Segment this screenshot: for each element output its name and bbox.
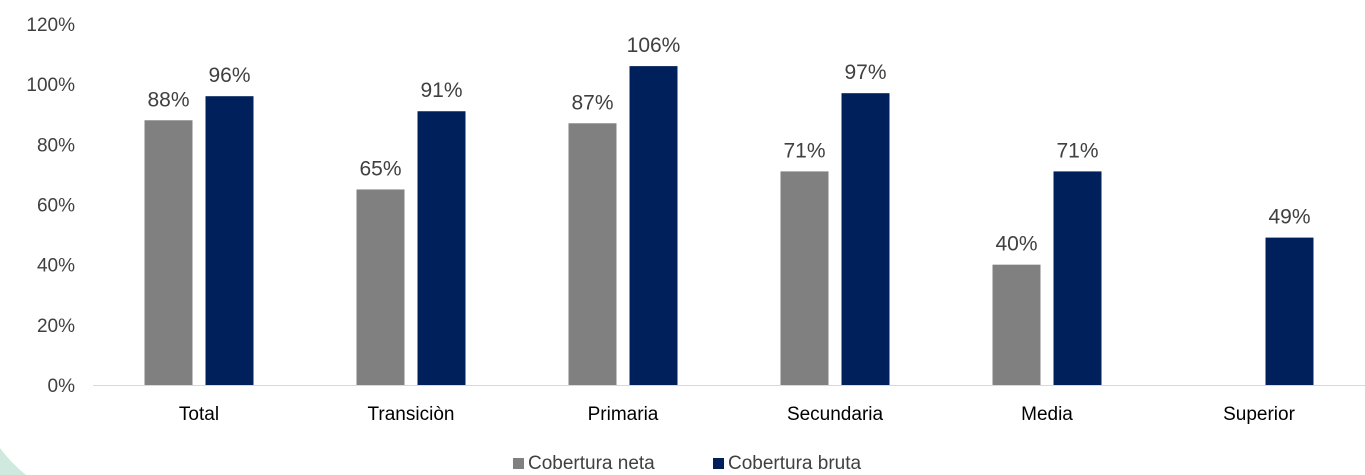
legend-label: Cobertura neta xyxy=(528,453,655,474)
x-category-label: Secundaria xyxy=(787,404,884,425)
legend-swatch xyxy=(513,458,524,469)
bar-cobertura-bruta xyxy=(629,66,678,385)
legend-label: Cobertura bruta xyxy=(728,453,862,474)
bar-cobertura-neta xyxy=(356,189,405,385)
bar-cobertura-bruta xyxy=(417,111,466,385)
y-axis-ticks: 0% 20% 40% 60% 80% 100% 120% xyxy=(26,15,75,397)
x-category-label: Transiciòn xyxy=(368,404,455,425)
bar-cobertura-bruta xyxy=(205,96,254,385)
data-label: 71% xyxy=(1056,139,1098,162)
y-tick-label: 100% xyxy=(26,75,75,96)
legend: Cobertura neta Cobertura bruta xyxy=(513,453,862,474)
legend-swatch xyxy=(713,458,724,469)
data-label: 40% xyxy=(995,233,1037,256)
data-label: 96% xyxy=(208,64,250,87)
x-category-label: Superior xyxy=(1223,404,1295,425)
x-axis-labels: Total Transiciòn Primaria Secundaria Media Su… xyxy=(179,404,1296,425)
data-label: 65% xyxy=(359,157,401,180)
bar-cobertura-bruta xyxy=(841,93,890,386)
data-label: 106% xyxy=(627,34,681,57)
y-tick-label: 80% xyxy=(37,135,75,156)
data-label: 71% xyxy=(783,139,825,162)
y-tick-label: 0% xyxy=(48,376,76,397)
data-label: 88% xyxy=(147,88,189,111)
y-tick-label: 40% xyxy=(37,256,75,277)
data-label: 49% xyxy=(1268,206,1310,229)
data-label: 91% xyxy=(420,79,462,102)
y-tick-label: 20% xyxy=(37,316,75,337)
x-category-label: Total xyxy=(179,404,219,425)
bar-cobertura-neta xyxy=(780,171,829,385)
x-category-label: Media xyxy=(1021,404,1073,425)
bar-series xyxy=(144,66,1314,386)
data-label: 87% xyxy=(571,91,613,114)
bar-cobertura-neta xyxy=(992,264,1041,385)
x-category-label: Primaria xyxy=(588,404,659,425)
data-labels: 88% 96% 65% 91% 87% 106% 71% 97% 40% 71% 49% xyxy=(147,34,1310,256)
y-tick-label: 60% xyxy=(37,196,75,217)
y-tick-label: 120% xyxy=(26,15,75,36)
bar-cobertura-neta xyxy=(144,120,193,386)
corner-decoration xyxy=(0,448,26,475)
bar-cobertura-neta xyxy=(568,123,617,386)
bar-cobertura-bruta xyxy=(1053,171,1102,385)
bar-cobertura-bruta xyxy=(1265,237,1314,385)
data-label: 97% xyxy=(844,61,886,84)
